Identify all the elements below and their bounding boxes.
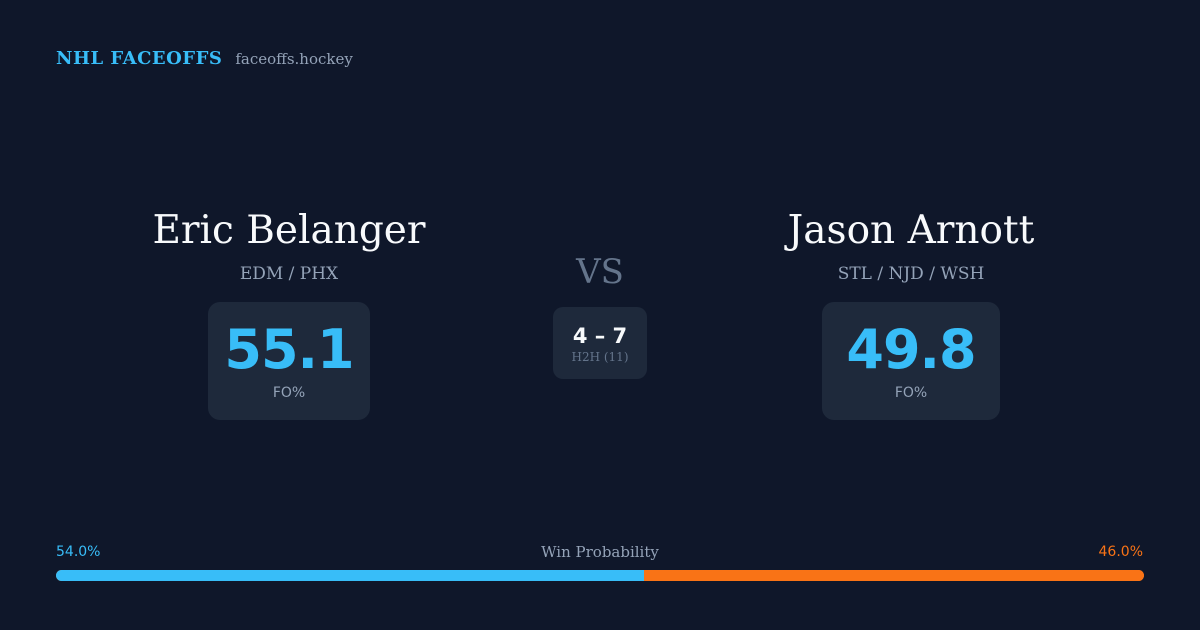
player-teams: EDM / PHX [239,264,339,284]
win-probability-fill-left [56,570,644,581]
player-right: Jason Arnott STL / NJD / WSH 49.8 FO% [701,204,1121,420]
player-left: Eric Belanger EDM / PHX 55.1 FO% [79,204,499,420]
brand-name: NHL FACEOFFS [56,48,223,69]
faceoff-label: FO% [272,385,306,401]
versus-label: VS [576,252,624,292]
faceoff-stat-card: 55.1 FO% [208,302,370,420]
faceoff-label: FO% [894,385,928,401]
faceoff-percentage: 55.1 [224,318,354,381]
player-name: Eric Belanger [152,208,426,253]
head-to-head-card: 4 – 7 H2H (11) [553,307,647,379]
brand-site: faceoffs.hockey [235,50,353,68]
brand-header: NHL FACEOFFS faceoffs.hockey [56,48,353,74]
win-probability-fill-right [643,570,1144,581]
player-name: Jason Arnott [787,208,1035,253]
player-teams: STL / NJD / WSH [837,264,985,284]
head-to-head-score: 4 – 7 [572,323,628,348]
win-probability-title: Win Probability [541,543,659,561]
win-probability-right: 46.0% [1098,544,1143,560]
faceoff-percentage: 49.8 [846,318,976,381]
win-probability-bar [56,570,1144,581]
head-to-head-label: H2H (11) [571,349,629,364]
faceoff-stat-card: 49.8 FO% [822,302,1000,420]
win-probability-left: 54.0% [56,544,101,560]
